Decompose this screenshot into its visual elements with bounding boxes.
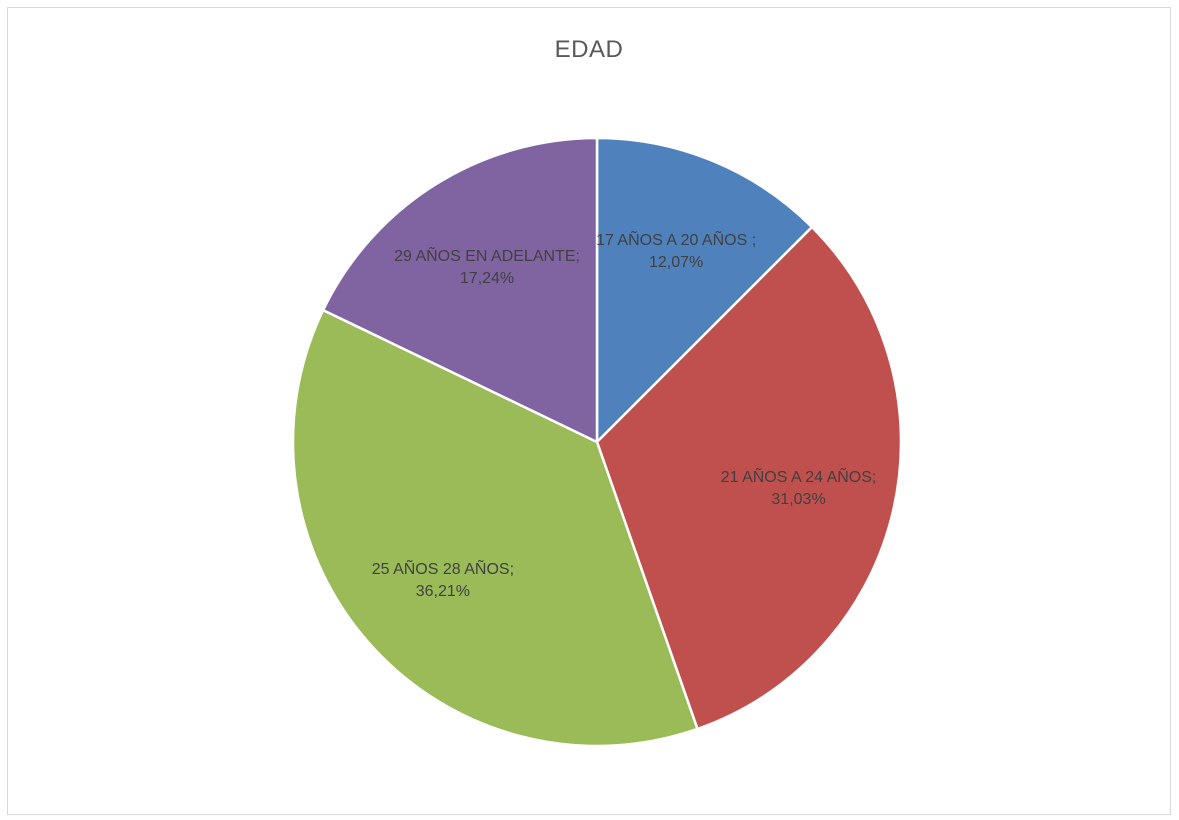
data-label-category: 25 AÑOS 28 AÑOS; — [372, 558, 514, 578]
data-label-2: 21 AÑOS A 24 AÑOS; 31,03% — [721, 466, 877, 508]
pie-chart: 17 AÑOS A 20 AÑOS ; 12,07% 21 AÑOS A 24 AÑ… — [291, 136, 903, 748]
data-label-category: 29 AÑOS EN ADELANTE; — [394, 245, 580, 265]
pie-data-labels: 17 AÑOS A 20 AÑOS ; 12,07% 21 AÑOS A 24 AÑ… — [372, 229, 877, 600]
data-label-category: 17 AÑOS A 20 AÑOS ; — [596, 229, 756, 249]
pie-slice-4 — [321, 136, 599, 444]
chart-area: EDAD 17 AÑOS A 20 AÑOS ; 12,07% 21 AÑOS A … — [7, 7, 1171, 815]
chart-title: EDAD — [554, 36, 624, 63]
data-label-category: 21 AÑOS A 24 AÑOS; — [721, 466, 877, 486]
pie-slices — [291, 136, 903, 748]
data-label-3: 25 AÑOS 28 AÑOS; 36,21% — [372, 558, 514, 600]
pie-slice-3 — [291, 308, 699, 748]
data-label-percent: 31,03% — [771, 491, 825, 508]
pie-slice-2 — [595, 225, 903, 731]
data-label-percent: 12,07% — [649, 254, 703, 271]
data-label-4: 29 AÑOS EN ADELANTE; 17,24% — [394, 245, 580, 287]
data-label-1: 17 AÑOS A 20 AÑOS ; 12,07% — [596, 229, 756, 271]
pie-slice-1 — [595, 136, 814, 444]
data-label-percent: 17,24% — [460, 270, 514, 287]
data-label-percent: 36,21% — [416, 583, 470, 600]
